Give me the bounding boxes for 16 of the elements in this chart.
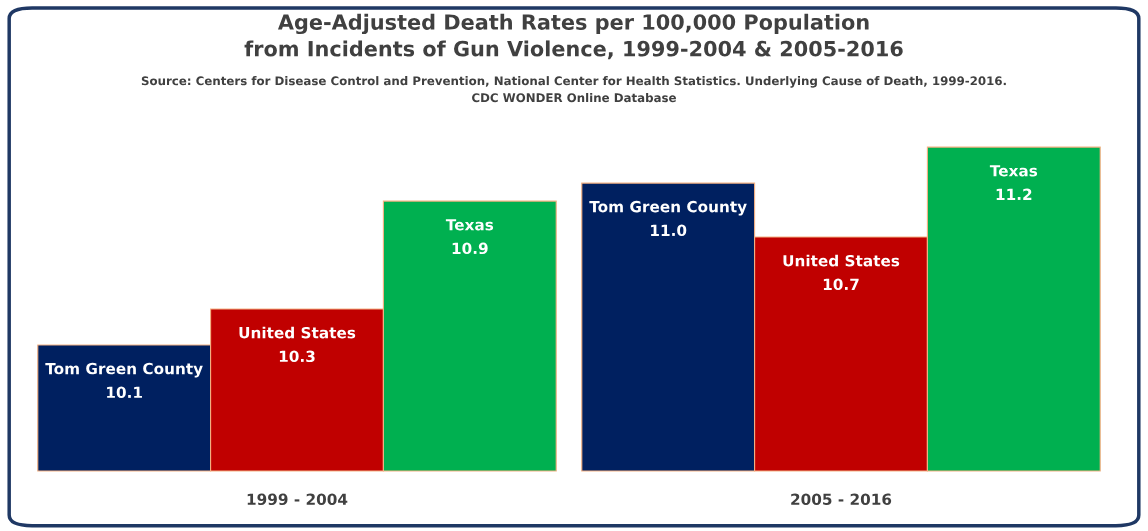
text: Texas [445,219,494,231]
data-label: 10.7 [823,278,859,291]
text: Tom Green County [589,200,747,216]
data-label: 10.1 [107,386,142,399]
series-label: Texas [989,165,1038,177]
text: United States [783,254,900,267]
x-tick-label: 2005 - 2016 [791,493,892,506]
data-label: 11.2 [996,188,1032,200]
data-label: 10.9 [452,242,488,255]
series-label: United States [239,326,356,339]
series-label: Tom Green County [45,362,203,378]
data-label: 10.3 [279,350,315,363]
chart-subtitle: Source: Centers for Disease Control and Prevention, National Center for Health Statistics. Underlying Cause of Death, 1999-2016. CDC WONDER Online Database [141,76,1006,103]
chart-title: Age-Adjusted Death Rates per 100,000 Population from Incidents of Gun Violence, 1999-2004 & 2005-2016 [244,13,903,60]
data-label: 11.0 [651,224,687,237]
x-tick-label: 1999 - 2004 [247,493,348,506]
